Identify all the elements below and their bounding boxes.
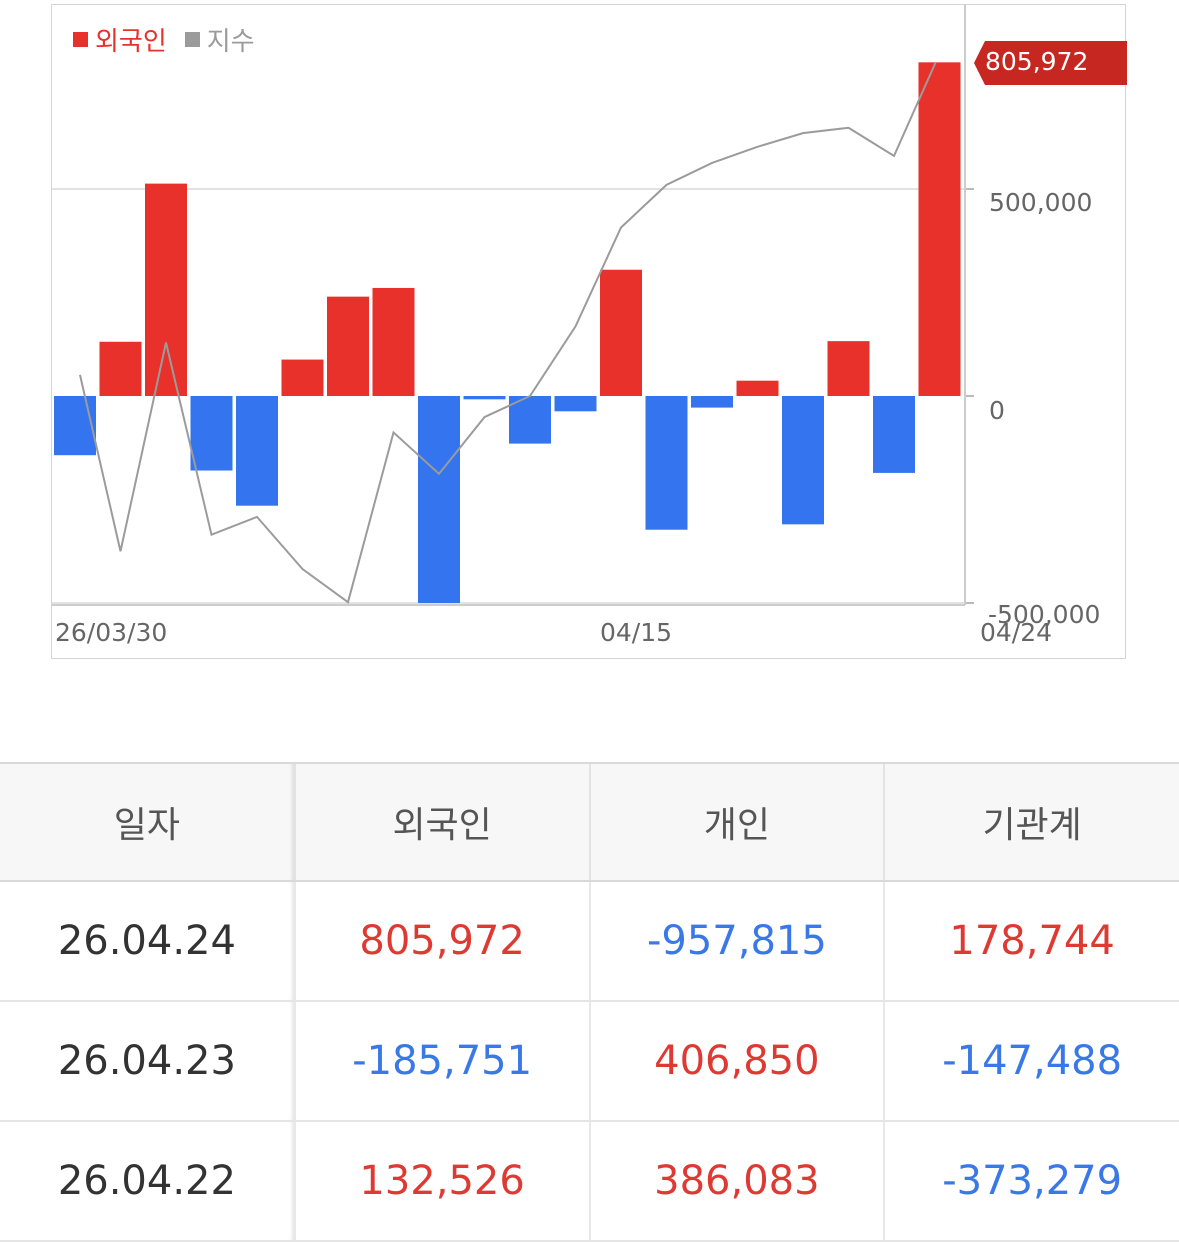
cell-individual: 406,850 — [588, 1001, 885, 1122]
x-tick-label: 04/24 — [980, 618, 1052, 647]
cell-foreign: 805,972 — [293, 881, 590, 1002]
bar — [463, 396, 506, 400]
bar — [418, 396, 460, 603]
foreign-flow-chart: 500,000 0 -500,000 26/03/30 04/15 04/24 805,97… — [52, 5, 1127, 647]
header-date: 일자 — [0, 762, 295, 882]
cell-date: 26.04.22 — [0, 1121, 295, 1242]
bar — [600, 269, 642, 396]
y-tick-label: 0 — [989, 396, 1005, 425]
bar — [145, 183, 187, 396]
bar — [873, 396, 915, 473]
cell-individual: 386,083 — [588, 1121, 885, 1242]
cell-institution: -147,488 — [883, 1001, 1179, 1122]
table-header-row: 일자 외국인 개인 기관계 — [0, 762, 1179, 882]
legend-item-foreign: 외국인 — [73, 21, 167, 58]
last-value-label: 805,972 — [985, 47, 1088, 76]
y-tick-label: -500,000 — [988, 600, 1100, 629]
investor-flow-table: 일자 외국인 개인 기관계 26.04.24 805,972 -957,815 … — [0, 762, 1179, 1242]
table-row: 26.04.24 805,972 -957,815 178,744 — [0, 881, 1179, 1002]
legend-swatch-foreign — [73, 32, 88, 47]
index-line — [79, 62, 937, 604]
bar — [691, 396, 733, 408]
bar — [99, 341, 142, 396]
bar — [827, 341, 870, 396]
bar — [281, 359, 324, 396]
bar — [645, 396, 688, 530]
chart-container: 500,000 0 -500,000 26/03/30 04/15 04/24 805,97… — [51, 4, 1127, 659]
y-tick-label: 500,000 — [989, 188, 1092, 217]
bar — [554, 396, 597, 412]
x-tick-label: 26/03/30 — [55, 618, 167, 647]
last-value-callout — [974, 41, 1127, 85]
bar — [190, 396, 233, 471]
bar — [236, 396, 278, 506]
cell-institution: 178,744 — [883, 881, 1179, 1002]
legend-item-index: 지수 — [184, 21, 255, 58]
bar — [372, 287, 415, 396]
legend-label-index: 지수 — [206, 27, 255, 57]
cell-date: 26.04.23 — [0, 1001, 295, 1122]
bar — [54, 396, 96, 456]
legend-label-foreign: 외국인 — [95, 27, 167, 57]
table-row: 26.04.23 -185,751 406,850 -147,488 — [0, 1001, 1179, 1122]
bar — [918, 62, 961, 397]
bar — [782, 396, 824, 525]
bar — [327, 296, 369, 396]
table-row: 26.04.22 132,526 386,083 -373,279 — [0, 1121, 1179, 1242]
header-individual: 개인 — [588, 762, 885, 882]
bar — [509, 396, 551, 444]
x-tick-label: 04/15 — [600, 618, 672, 647]
cell-date: 26.04.24 — [0, 881, 295, 1002]
cell-institution: -373,279 — [883, 1121, 1179, 1242]
chart-legend: 외국인 지수 — [73, 21, 273, 58]
header-institution: 기관계 — [883, 762, 1179, 882]
cell-foreign: 132,526 — [293, 1121, 590, 1242]
bar — [736, 380, 779, 396]
cell-foreign: -185,751 — [293, 1001, 590, 1122]
header-foreign: 외국인 — [293, 762, 590, 882]
legend-swatch-index — [184, 32, 200, 47]
cell-individual: -957,815 — [588, 881, 885, 1002]
